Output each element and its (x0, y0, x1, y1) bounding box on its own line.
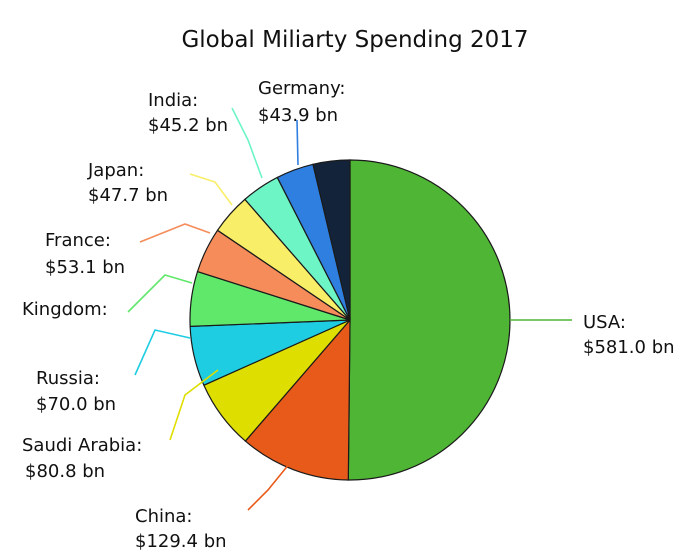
slice-label-usa: USA: (583, 312, 626, 333)
slice-label-saudi-arabia: Saudi Arabia: (22, 435, 142, 456)
slice-value-france: $53.1 bn (45, 257, 125, 278)
slice-value-russia: $70.0 bn (36, 394, 116, 415)
leader-lines (127, 107, 572, 511)
leader-line-russia (134, 329, 191, 376)
slice-value-japan: $47.7 bn (88, 185, 168, 206)
slice-label-kingdom: Kingdom: (22, 299, 108, 320)
chart-title: Global Miliarty Spending 2017 (181, 27, 528, 53)
leader-line-germany (296, 119, 299, 166)
pie-slices (189, 159, 511, 481)
pie-slice-usa (347, 159, 511, 481)
pie-slice-unlabeled (312, 159, 351, 321)
slice-label-russia: Russia: (36, 368, 100, 389)
slice-label-india: India: (148, 90, 198, 111)
slice-label-france: France: (45, 230, 111, 251)
pie-slice-china (244, 318, 351, 481)
slice-labels: USA: $581.0 bn China: $129.4 bn Saudi Arabia… (22, 78, 675, 551)
leader-line-france (139, 223, 211, 243)
leader-line-india (231, 107, 263, 179)
slice-value-saudi-arabia: $80.8 bn (25, 461, 105, 482)
slice-value-india: $45.2 bn (148, 115, 228, 136)
slice-label-china: China: (135, 506, 192, 527)
slice-value-usa: $581.0 bn (583, 337, 675, 358)
leader-line-saudi-arabia (169, 369, 219, 441)
leader-line-kingdom (127, 274, 193, 313)
slice-value-china: $129.4 bn (135, 531, 227, 551)
slice-label-japan: Japan: (87, 160, 144, 181)
leader-line-china (247, 457, 295, 511)
slice-label-germany: Germany: (258, 78, 346, 99)
slice-value-germany: $43.9 bn (258, 105, 338, 126)
leader-line-japan (189, 173, 233, 206)
